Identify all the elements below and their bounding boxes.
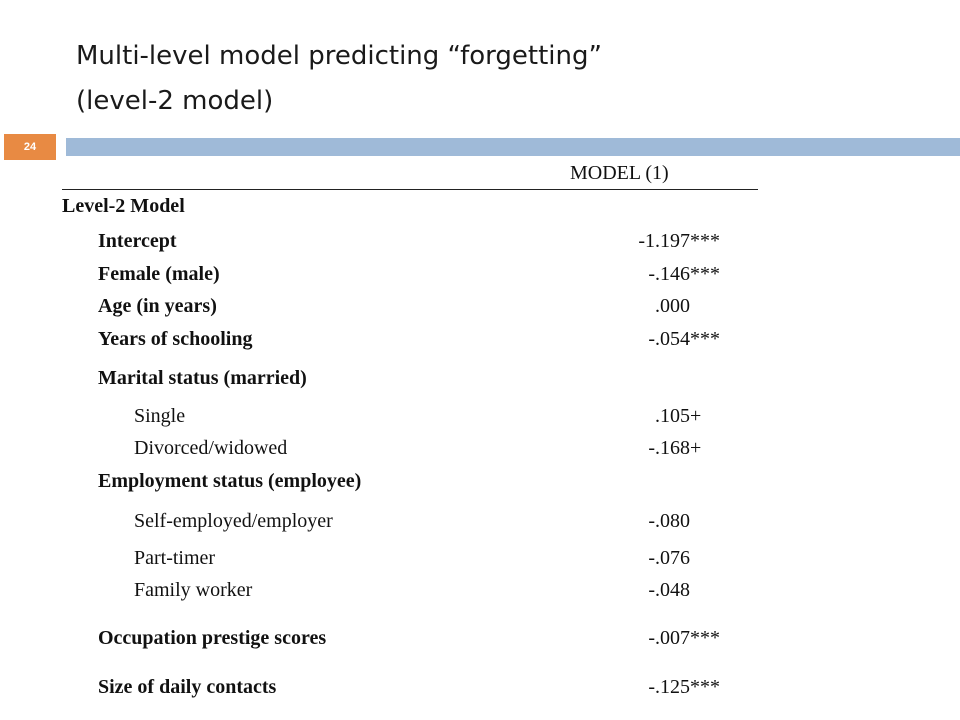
section-label: Level-2 Model [62,195,185,217]
row-value: -.007 [648,627,690,649]
slide-title-line-2: (level-2 model) [76,86,274,116]
slide-number: 24 [4,134,56,160]
row-value: -.076 [648,547,690,569]
row-value: -.048 [648,579,690,601]
row-value: -.146 [648,263,690,285]
row-label: Age (in years) [98,295,217,317]
row-significance: + [690,437,702,459]
group-label: Marital status (married) [98,367,307,389]
row-value: -.168 [648,437,690,459]
row-significance: + [690,405,702,427]
row-label: Part-timer [134,547,216,569]
row-label: Divorced/widowed [134,437,288,459]
row-label: Intercept [98,230,177,252]
table-row: Self-employed/employer -.080 [0,510,960,536]
row-label: Years of schooling [98,328,253,350]
row-significance: *** [690,230,720,252]
table-row: Female (male) -.146 *** [0,263,960,289]
table-group-row: Employment status (employee) [0,470,960,496]
column-header-model-1: MODEL (1) [570,162,669,184]
table-row: Intercept -1.197 *** [0,230,960,256]
row-value: -.125 [648,676,690,698]
table-row: Divorced/widowed -.168 + [0,437,960,463]
slide-title-line-1: Multi-level model predicting “forgetting… [76,41,602,71]
row-label: Family worker [134,579,253,601]
table-row: Single .105 + [0,405,960,431]
table-row: Part-timer -.076 [0,547,960,573]
table-header-rule [62,189,758,190]
table-row: Years of schooling -.054 *** [0,328,960,354]
row-label: Single [134,405,186,427]
table-row: Age (in years) .000 [0,295,960,321]
row-value: -.080 [648,510,690,532]
row-label: Self-employed/employer [134,510,333,532]
row-value: .105 [655,405,690,427]
table-section-row: Level-2 Model [0,195,960,221]
row-value: -1.197 [638,230,690,252]
table-row: Occupation prestige scores -.007 *** [0,627,960,653]
row-significance: *** [690,263,720,285]
row-significance: *** [690,676,720,698]
row-label: Occupation prestige scores [98,627,327,649]
header-band-right [66,138,960,156]
row-value: .000 [655,295,690,317]
row-significance: *** [690,328,720,350]
slide-title: Multi-level model predicting “forgetting… [76,34,936,124]
row-value: -.054 [648,328,690,350]
row-label: Size of daily contacts [98,676,277,698]
table-row: Family worker -.048 [0,579,960,605]
group-label: Employment status (employee) [98,470,362,492]
row-label: Female (male) [98,263,220,285]
table-group-row: Marital status (married) [0,367,960,393]
table-row: Size of daily contacts -.125 *** [0,676,960,702]
row-significance: *** [690,627,720,649]
